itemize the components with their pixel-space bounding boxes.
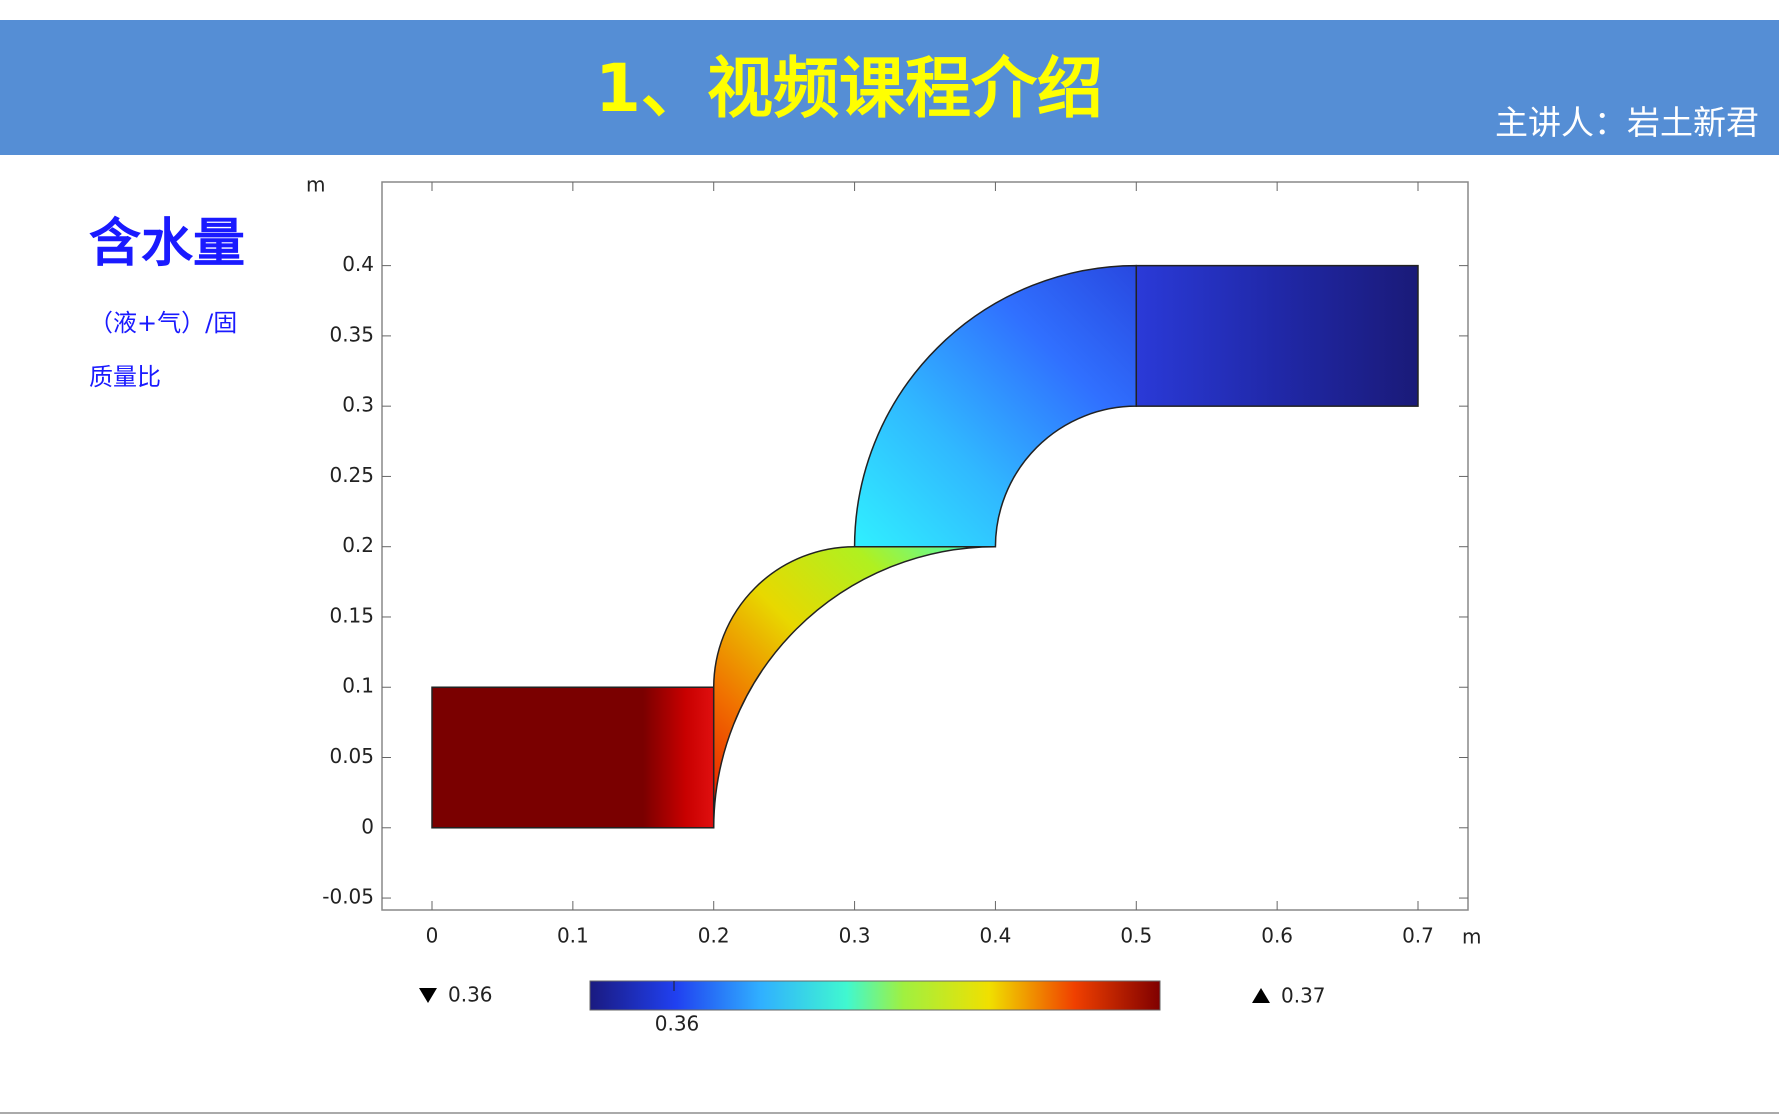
y-tick-label: 0.15 <box>329 603 374 627</box>
min-marker <box>419 988 437 1003</box>
y-tick-label: -0.05 <box>322 885 374 909</box>
y-tick-label: 0.1 <box>342 674 374 698</box>
y-unit: m <box>306 173 325 197</box>
colorbar-max: 0.37 <box>1281 984 1326 1008</box>
x-tick-label: 0.6 <box>1261 924 1293 948</box>
y-tick-label: 0.3 <box>342 393 374 417</box>
x-tick-label: 0.7 <box>1402 924 1434 948</box>
x-tick-label: 0.3 <box>839 924 871 948</box>
x-tick-label: 0 <box>426 924 439 948</box>
domain <box>1135 264 1419 407</box>
x-tick-label: 0.5 <box>1120 924 1152 948</box>
colorbar-tick-label: 0.36 <box>655 1012 700 1036</box>
sidebar-heading: 含水量 <box>89 214 245 274</box>
plot: 0 0.1 0.2 0.3 0.4 0.5 0.6 0.7 -0.05 0 0.05 0.1 0.15 0… <box>306 173 1481 1036</box>
sidebar-line: （液+气）/固 <box>89 309 237 337</box>
y-tick-label: 0.35 <box>329 322 374 346</box>
y-tick-label: 0.4 <box>342 252 374 276</box>
x-tick-label: 0.1 <box>557 924 589 948</box>
max-marker <box>1252 988 1270 1003</box>
colorbar <box>589 980 1161 1011</box>
sidebar-line: 质量比 <box>89 363 161 391</box>
colorbar-min: 0.36 <box>448 983 493 1007</box>
y-tick-label: 0 <box>361 814 374 838</box>
header-band <box>0 20 1779 155</box>
x-unit: m <box>1462 925 1481 949</box>
header-title: 1、视频课程介绍 <box>595 50 1103 127</box>
y-tick-label: 0.2 <box>342 533 374 557</box>
domain <box>712 545 996 828</box>
domain <box>853 264 1138 548</box>
y-tick-label: 0.05 <box>329 744 374 768</box>
x-tick-label: 0.2 <box>698 924 730 948</box>
y-tick-label: 0.25 <box>329 463 374 487</box>
x-tick-label: 0.4 <box>980 924 1012 948</box>
presenter: 主讲人：岩土新君 <box>1495 103 1759 142</box>
domain <box>431 686 715 829</box>
